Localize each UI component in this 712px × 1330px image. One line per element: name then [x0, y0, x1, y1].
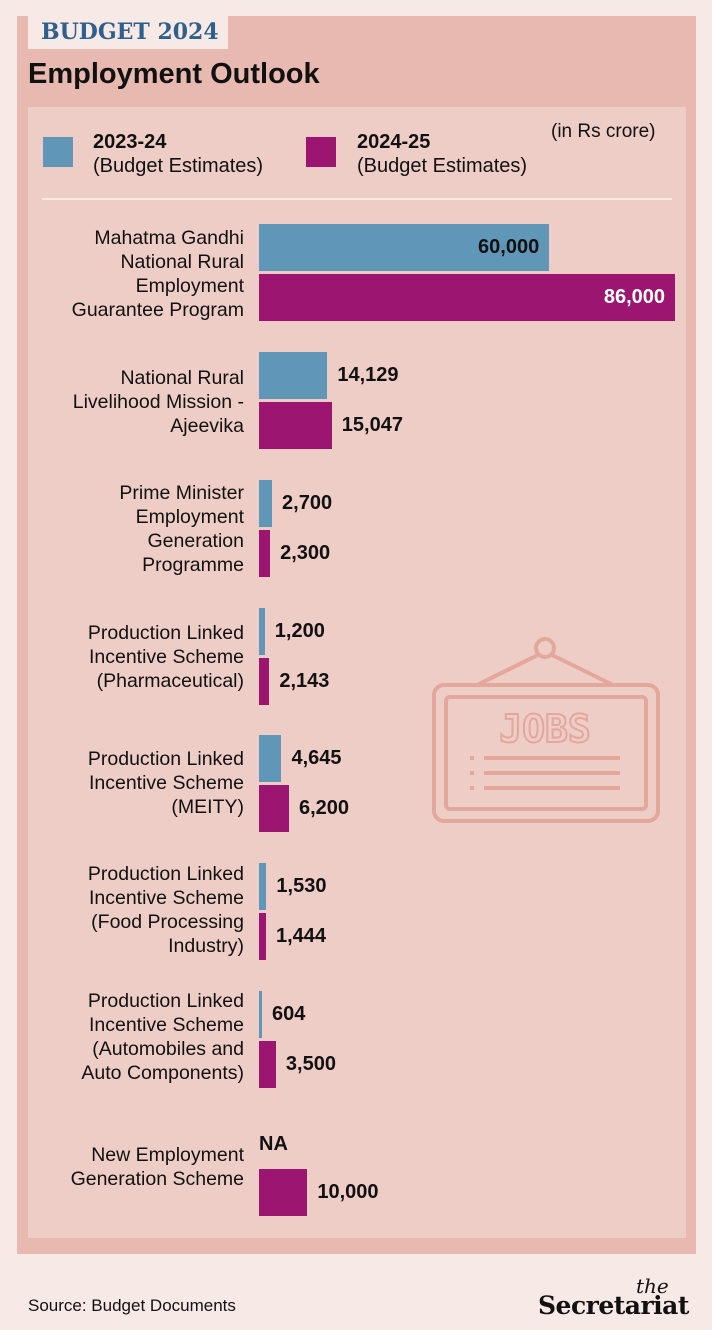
value-label: 15,047 — [341, 414, 403, 436]
value-label: 1,200 — [274, 620, 325, 642]
bar-2024-25 — [259, 658, 270, 705]
bar-2023-24 — [259, 735, 282, 782]
bar-2023-24 — [259, 608, 265, 655]
bar-2023-24 — [259, 991, 262, 1038]
category-label: Production Linked Incentive Scheme (Auto… — [81, 990, 244, 1084]
legend-swatch-2024-25 — [306, 137, 336, 167]
jobs-sign-text: JOBS — [499, 707, 591, 751]
value-label: 10,000 — [317, 1181, 379, 1203]
value-label: 6,200 — [298, 797, 350, 819]
value-label: 3,500 — [285, 1053, 336, 1075]
value-label: 2,143 — [279, 670, 330, 692]
bar-2024-25 — [259, 913, 266, 960]
value-label: 4,645 — [291, 747, 342, 769]
value-label: 2,700 — [282, 492, 333, 514]
page-title: Employment Outlook — [28, 58, 320, 90]
category-label: Prime Minister Employment Generation Pro… — [119, 482, 244, 576]
value-label: 1,444 — [275, 925, 327, 947]
bar-2024-25 — [259, 1041, 276, 1088]
value-label: 14,129 — [337, 364, 399, 386]
value-label: 86,000 — [603, 286, 665, 308]
value-label: 60,000 — [478, 236, 540, 258]
value-label: 604 — [272, 1003, 306, 1025]
brand-logo: Secretariat — [538, 1291, 689, 1320]
jobs-sign-icon: JOBS — [432, 637, 660, 823]
legend-year-2024-25: 2024-25 — [357, 131, 431, 153]
category-label: Production Linked Incentive Scheme (Phar… — [87, 622, 244, 692]
legend-sub-2023-24: (Budget Estimates) — [93, 155, 264, 177]
category-label: Production Linked Incentive Scheme (MEIT… — [87, 748, 244, 818]
bar-2023-24 — [259, 352, 328, 399]
bar-2024-25 — [259, 785, 289, 832]
category-label: Production Linked Incentive Scheme (Food… — [87, 863, 244, 957]
bar-2024-25 — [259, 274, 675, 321]
legend-divider — [42, 198, 672, 200]
category-label: National Rural Livelihood Mission - Ajee… — [72, 367, 244, 437]
category-label: New Employment Generation Scheme — [70, 1144, 244, 1190]
legend-sub-2024-25: (Budget Estimates) — [357, 155, 528, 177]
budget-tag: BUDGET 2024 — [28, 16, 228, 49]
value-label: NA — [259, 1133, 288, 1155]
bar-2023-24 — [259, 224, 550, 271]
bar-2024-25 — [259, 402, 332, 449]
bar-2024-25 — [259, 530, 271, 577]
unit-label: (in Rs crore) — [551, 121, 656, 142]
value-label: 2,300 — [280, 542, 331, 564]
bar-2023-24 — [259, 480, 273, 527]
source-note: Source: Budget Documents — [28, 1296, 236, 1315]
legend-swatch-2023-24 — [43, 137, 73, 167]
bar-2024-25 — [259, 1169, 308, 1216]
value-label: 1,530 — [276, 875, 327, 897]
category-label: Mahatma Gandhi National Rural Employment… — [71, 227, 244, 321]
brand-the: the — [636, 1274, 669, 1298]
legend-year-2023-24: 2023-24 — [93, 131, 167, 153]
bar-2023-24 — [259, 863, 267, 910]
